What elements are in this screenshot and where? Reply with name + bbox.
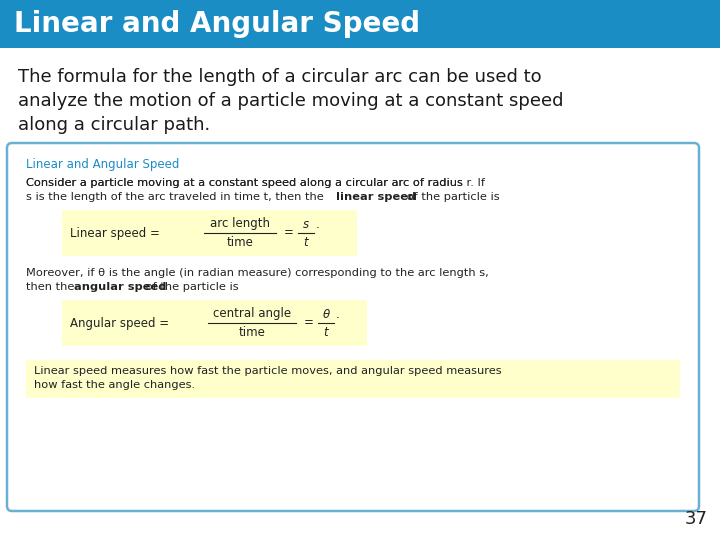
- Text: of the particle is: of the particle is: [142, 282, 238, 292]
- Text: arc length: arc length: [210, 218, 270, 231]
- FancyBboxPatch shape: [7, 143, 699, 511]
- Text: .: .: [336, 307, 340, 321]
- Text: of the particle is: of the particle is: [403, 192, 500, 202]
- Text: θ: θ: [323, 307, 330, 321]
- Bar: [62, 300, 367, 346]
- Text: Consider a particle moving at a constant speed along a circular arc of radius r.: Consider a particle moving at a constant…: [26, 178, 485, 188]
- Text: t: t: [304, 235, 308, 248]
- Text: .: .: [316, 218, 320, 231]
- Text: Linear speed measures how fast the particle moves, and angular speed measures: Linear speed measures how fast the parti…: [34, 366, 502, 376]
- Text: along a circular path.: along a circular path.: [18, 116, 210, 134]
- Text: =: =: [304, 316, 314, 329]
- Text: Moreover, if θ is the angle (in radian measure) corresponding to the arc length : Moreover, if θ is the angle (in radian m…: [26, 268, 489, 278]
- Text: linear speed: linear speed: [336, 192, 416, 202]
- Bar: [62, 210, 357, 256]
- Text: central angle: central angle: [213, 307, 291, 321]
- Text: s: s: [303, 218, 309, 231]
- Text: Angular speed =: Angular speed =: [70, 316, 173, 329]
- Text: =: =: [284, 226, 294, 240]
- Text: Linear and Angular Speed: Linear and Angular Speed: [14, 10, 420, 38]
- Text: 37: 37: [685, 510, 708, 528]
- Text: how fast the angle changes.: how fast the angle changes.: [34, 380, 195, 390]
- Text: analyze the motion of a particle moving at a constant speed: analyze the motion of a particle moving …: [18, 92, 564, 110]
- Bar: [26, 360, 680, 398]
- Text: Linear and Angular Speed: Linear and Angular Speed: [26, 158, 179, 171]
- Text: angular speed: angular speed: [74, 282, 166, 292]
- Text: Consider a particle moving at a constant speed along a circular arc of radius: Consider a particle moving at a constant…: [26, 178, 467, 188]
- Text: Linear speed =: Linear speed =: [70, 226, 163, 240]
- Text: then the: then the: [26, 282, 78, 292]
- Text: t: t: [324, 326, 328, 339]
- Text: time: time: [238, 326, 266, 339]
- Text: The formula for the length of a circular arc can be used to: The formula for the length of a circular…: [18, 68, 541, 86]
- Text: s is the length of the arc traveled in time t, then the: s is the length of the arc traveled in t…: [26, 192, 328, 202]
- Text: time: time: [227, 235, 253, 248]
- Bar: [0, 0, 720, 48]
